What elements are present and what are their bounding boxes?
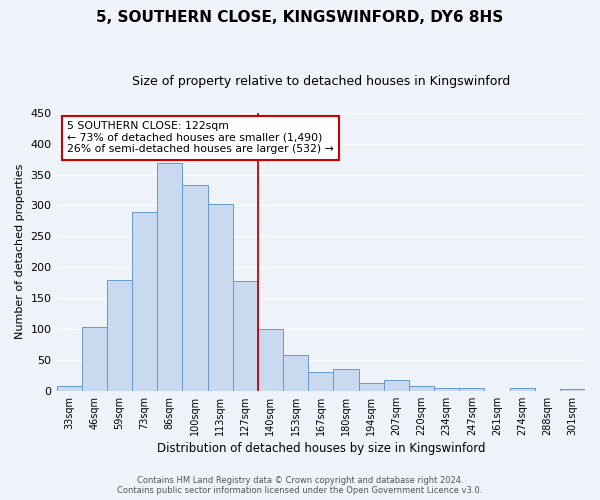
Bar [157,164,182,391]
Bar [132,212,157,391]
Bar [283,355,308,391]
Title: Size of property relative to detached houses in Kingswinford: Size of property relative to detached ho… [131,75,510,88]
Text: 5 SOUTHERN CLOSE: 122sqm
← 73% of detached houses are smaller (1,490)
26% of sem: 5 SOUTHERN CLOSE: 122sqm ← 73% of detach… [67,121,334,154]
Bar [182,185,208,391]
Bar [434,388,459,391]
Bar [509,388,535,391]
Text: 5, SOUTHERN CLOSE, KINGSWINFORD, DY6 8HS: 5, SOUTHERN CLOSE, KINGSWINFORD, DY6 8HS [97,10,503,25]
Bar [359,384,383,391]
Bar [334,369,359,391]
Bar [107,280,132,391]
Bar [258,329,283,391]
Bar [409,386,434,391]
Bar [459,388,484,391]
Y-axis label: Number of detached properties: Number of detached properties [15,164,25,340]
Bar [560,389,585,391]
Bar [383,380,409,391]
Bar [208,204,233,391]
Bar [56,386,82,391]
X-axis label: Distribution of detached houses by size in Kingswinford: Distribution of detached houses by size … [157,442,485,455]
Bar [82,327,107,391]
Bar [233,282,258,391]
Text: Contains HM Land Registry data © Crown copyright and database right 2024.
Contai: Contains HM Land Registry data © Crown c… [118,476,482,495]
Bar [308,372,334,391]
